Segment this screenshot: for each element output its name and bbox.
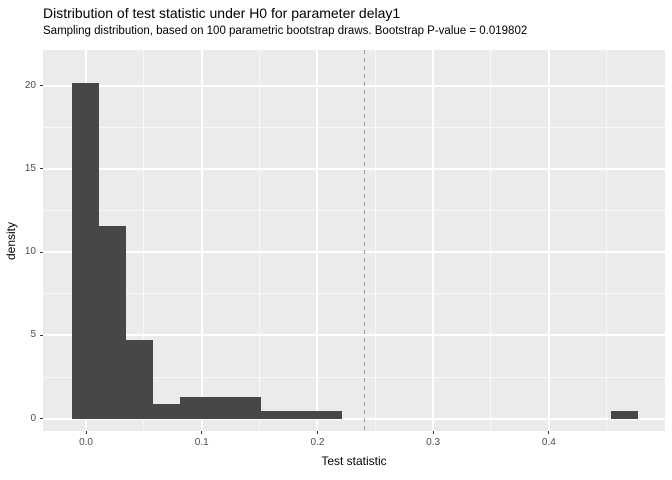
y-axis-title-wrap: density bbox=[0, 50, 22, 431]
x-tick-label: 0.3 bbox=[426, 437, 441, 448]
y-axis: 0 5 10 15 20 bbox=[0, 50, 43, 431]
x-minor-gridline bbox=[374, 50, 376, 431]
y-minor-gridline bbox=[43, 210, 665, 212]
x-major-gridline bbox=[547, 50, 550, 431]
y-tick-label: 10 bbox=[24, 246, 36, 258]
x-tick-mark bbox=[548, 431, 550, 434]
x-minor-gridline bbox=[606, 50, 608, 431]
histogram-bar bbox=[314, 411, 342, 419]
y-tick-mark bbox=[40, 334, 43, 336]
y-major-gridline bbox=[43, 417, 665, 420]
histogram-bar bbox=[179, 397, 207, 419]
histogram-bar bbox=[98, 225, 126, 419]
x-tick-label: 0.1 bbox=[194, 437, 209, 448]
y-minor-gridline bbox=[43, 376, 665, 378]
x-major-gridline bbox=[432, 50, 435, 431]
histogram-bar bbox=[260, 411, 288, 419]
y-tick-mark bbox=[40, 85, 43, 87]
x-tick-mark bbox=[316, 431, 318, 434]
x-major-gridline bbox=[200, 50, 203, 431]
y-tick-mark bbox=[40, 168, 43, 170]
observed-statistic-vline bbox=[364, 50, 366, 431]
histogram-bar bbox=[125, 340, 153, 419]
y-minor-gridline bbox=[43, 293, 665, 295]
x-axis: 0.0 0.1 0.2 0.3 0.4 bbox=[43, 431, 665, 461]
y-major-gridline bbox=[43, 334, 665, 337]
histogram-bar bbox=[611, 411, 639, 419]
y-minor-gridline bbox=[43, 126, 665, 128]
histogram-bar bbox=[152, 404, 180, 419]
y-major-gridline bbox=[43, 84, 665, 87]
x-major-gridline bbox=[316, 50, 319, 431]
x-tick-mark bbox=[432, 431, 434, 434]
x-minor-gridline bbox=[490, 50, 492, 431]
histogram-bar bbox=[206, 397, 234, 419]
y-axis-title: density bbox=[4, 221, 18, 260]
x-minor-gridline bbox=[143, 50, 145, 431]
plot-panel bbox=[43, 50, 665, 431]
y-major-gridline bbox=[43, 251, 665, 254]
y-tick-label: 20 bbox=[24, 79, 36, 91]
histogram-bar bbox=[72, 82, 99, 419]
y-tick-mark bbox=[40, 418, 43, 420]
histogram-bar bbox=[233, 397, 261, 419]
x-tick-label: 0.0 bbox=[79, 437, 93, 448]
y-major-gridline bbox=[43, 168, 665, 170]
y-tick-mark bbox=[40, 251, 43, 253]
plot-subtitle: Sampling distribution, based on 100 para… bbox=[43, 25, 528, 37]
x-tick-label: 0.4 bbox=[541, 437, 556, 448]
x-tick-label: 0.2 bbox=[310, 437, 325, 448]
x-tick-mark bbox=[85, 431, 87, 434]
y-tick-label: 5 bbox=[30, 329, 36, 341]
x-tick-mark bbox=[201, 431, 203, 434]
y-tick-label: 15 bbox=[24, 162, 36, 174]
y-tick-label: 0 bbox=[30, 412, 36, 424]
histogram-bar bbox=[287, 411, 315, 419]
x-axis-title: Test statistic bbox=[321, 454, 387, 468]
plot-title: Distribution of test statistic under H0 … bbox=[43, 5, 401, 21]
x-minor-gridline bbox=[259, 50, 261, 431]
